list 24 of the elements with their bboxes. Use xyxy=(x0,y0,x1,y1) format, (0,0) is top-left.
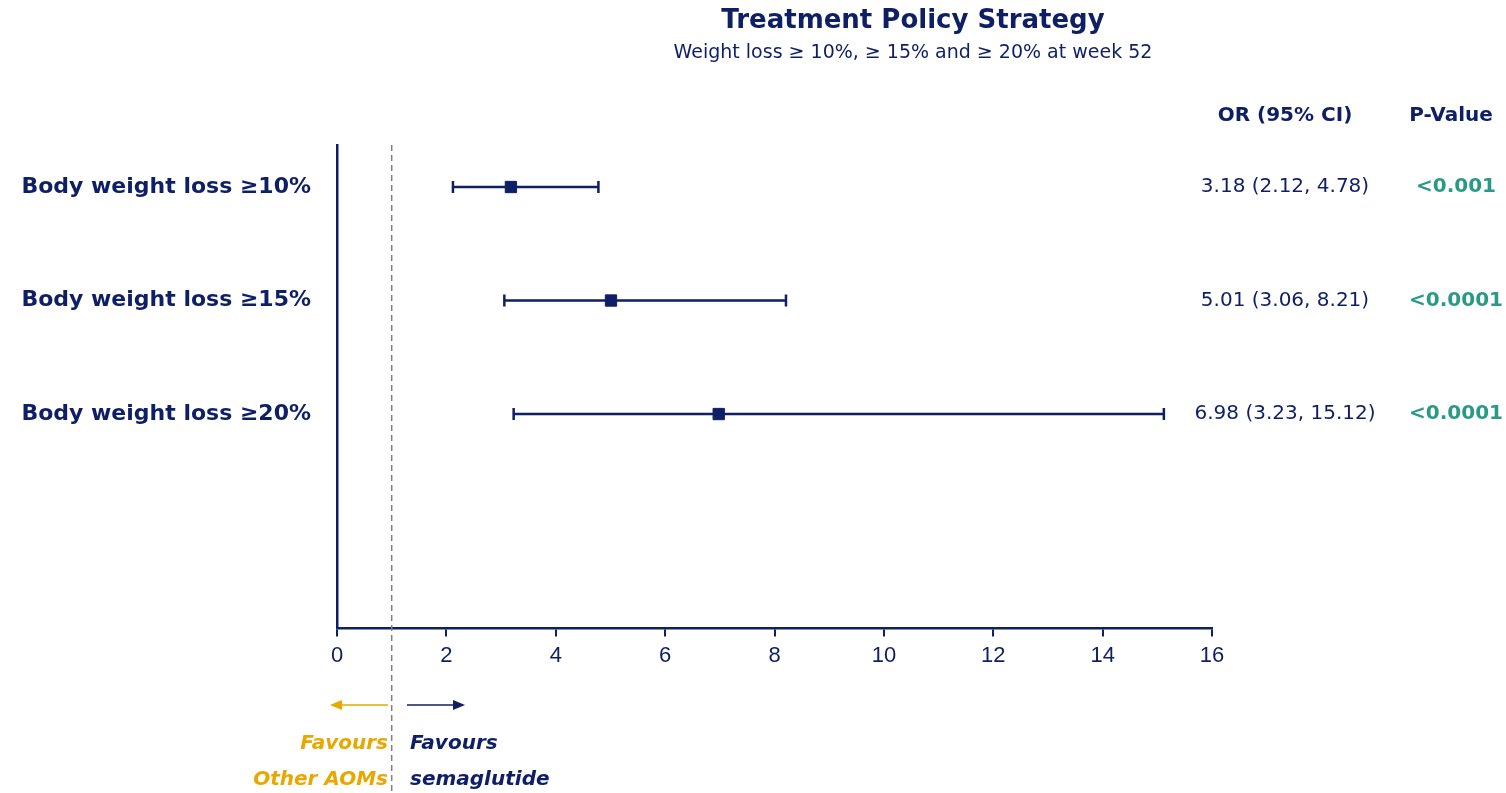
x-tick-label: 16 xyxy=(1199,641,1225,667)
text: P-Value xyxy=(1408,101,1494,128)
text: OR (95% CI) xyxy=(1216,101,1354,128)
y-tick-label: Body weight loss ≥10% xyxy=(21,172,311,198)
data-label: 3.18 (2.12, 4.78) xyxy=(1200,173,1370,198)
chart-title: Treatment Policy Strategy xyxy=(720,4,1106,34)
text: <0.0001 xyxy=(1409,286,1503,311)
text: <0.0001 xyxy=(1409,400,1503,425)
y-tick-label: Body weight loss ≥20% xyxy=(21,399,311,425)
x-tick-label: 10 xyxy=(871,641,897,667)
x-tick-label: 4 xyxy=(549,641,562,667)
data-label: 6.98 (3.23, 15.12) xyxy=(1194,400,1376,425)
data-label: 5.01 (3.06, 8.21) xyxy=(1200,286,1370,311)
text: Favours Other AOMs xyxy=(252,729,388,792)
text: Favours semaglutide xyxy=(410,729,551,792)
x-tick-label: 14 xyxy=(1090,641,1115,667)
x-tick-label: 0 xyxy=(330,641,344,667)
x-tick-label: 12 xyxy=(981,641,1006,667)
chart-subtitle: Weight loss ≥ 10%, ≥ 15% and ≥ 20% at week 52 xyxy=(672,40,1154,62)
x-tick-label: 2 xyxy=(440,641,453,667)
text: <0.001 xyxy=(1415,173,1497,198)
x-tick-label: 6 xyxy=(659,641,672,667)
y-tick-label: Body weight loss ≥15% xyxy=(21,286,311,312)
x-tick-label: 8 xyxy=(768,641,781,667)
